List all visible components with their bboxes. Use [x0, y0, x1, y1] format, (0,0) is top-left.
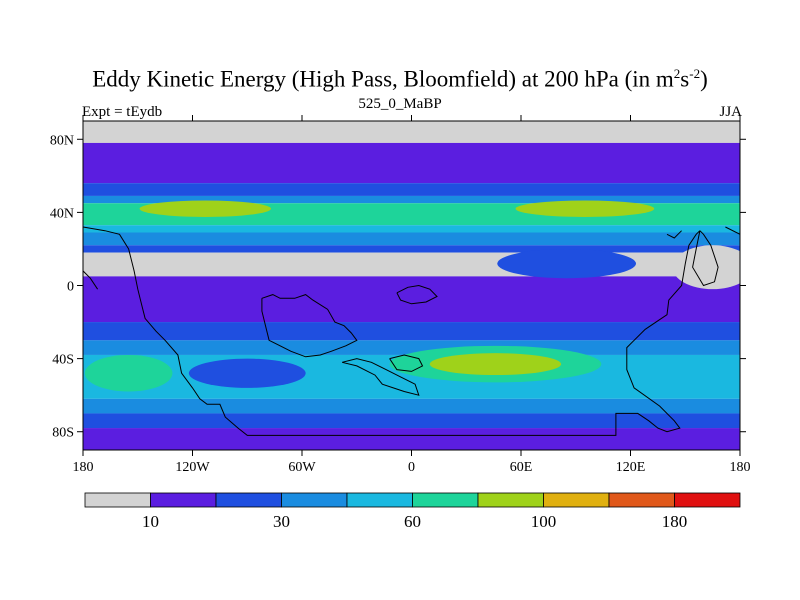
coastline-7 — [666, 230, 682, 239]
contour-band-0 — [83, 121, 740, 143]
colorbar-box-5 — [412, 492, 479, 508]
contour-band-2 — [83, 183, 740, 196]
x-tick-label-2: 60W — [288, 460, 316, 475]
coastline-3 — [396, 284, 438, 305]
coastline-6 — [725, 226, 740, 235]
contour-patch-1 — [515, 200, 655, 217]
contour-band-9 — [83, 276, 740, 323]
plot-title: Eddy Kinetic Energy (High Pass, Bloomfie… — [0, 66, 800, 93]
colorbar-label-2: 60 — [404, 512, 421, 531]
contour-band-3 — [83, 195, 740, 204]
contour-fill — [83, 121, 740, 450]
colorbar-box-3 — [281, 492, 348, 508]
colorbar-box-4 — [346, 492, 413, 508]
coastline-1 — [261, 294, 358, 358]
season-label: JJA — [719, 104, 742, 120]
x-tick-label-3: 0 — [408, 460, 415, 475]
coastline-2 — [341, 358, 420, 396]
colorbar-box-7 — [543, 492, 610, 508]
title-mid: s — [680, 66, 690, 92]
colorbar-label-1: 30 — [273, 512, 290, 531]
plot-subtitle: 525_0_MaBP — [358, 96, 442, 112]
colorbar-box-6 — [477, 492, 544, 508]
contour-patch-7 — [497, 248, 636, 279]
x-tick-label-5: 120E — [616, 460, 646, 475]
title-superscript-1: 2 — [673, 66, 681, 81]
colorbar-box-2 — [215, 492, 282, 508]
contour-band-13 — [83, 398, 740, 414]
colorbar-box-9 — [674, 492, 741, 508]
colorbar-box-1 — [150, 492, 217, 508]
contour-band-11 — [83, 340, 740, 355]
contour-band-8 — [83, 252, 740, 277]
contour-patch-5 — [84, 354, 173, 392]
contour-band-1 — [83, 142, 740, 184]
coastlines — [83, 226, 740, 436]
contour-band-14 — [83, 413, 740, 429]
contour-band-15 — [83, 428, 740, 450]
coastline-5 — [692, 230, 719, 287]
contour-patch-6 — [672, 245, 740, 290]
x-tick-label-4: 60E — [510, 460, 533, 475]
title-superscript-2: -2 — [689, 66, 701, 81]
colorbar: 10 30 60 100 180 — [84, 492, 741, 531]
y-tick-label-1: 40N — [50, 206, 74, 221]
title-main: Eddy Kinetic Energy (High Pass, Bloomfie… — [92, 66, 674, 92]
y-tick-label-2: 0 — [67, 280, 74, 295]
coastline-4 — [389, 354, 424, 372]
x-tick-label-1: 120W — [175, 460, 210, 475]
contour-patch-0 — [139, 200, 271, 217]
colorbar-label-4: 180 — [662, 512, 688, 531]
colorbar-box-0 — [84, 492, 151, 508]
colorbar-box-8 — [608, 492, 675, 508]
colorbar-label-0: 10 — [142, 512, 159, 531]
contour-patch-3 — [429, 353, 562, 376]
experiment-label: Expt = tEydb — [82, 104, 163, 120]
y-tick-label-4: 80S — [52, 426, 74, 441]
contour-band-5 — [83, 225, 740, 233]
axis-ticks: 180 120W 60W 0 60E 120E 180 80N 40N 0 40S 80S — [50, 115, 751, 475]
colorbar-label-3: 100 — [531, 512, 557, 531]
y-tick-label-3: 40S — [52, 353, 74, 368]
title-end: ) — [700, 66, 708, 92]
contour-patch-4 — [188, 358, 306, 388]
contour-band-7 — [83, 245, 740, 253]
contour-band-6 — [83, 232, 740, 246]
x-tick-label-0: 180 — [73, 460, 94, 475]
coastline-8 — [83, 270, 99, 290]
x-tick-label-6: 180 — [730, 460, 751, 475]
contour-band-10 — [83, 322, 740, 341]
coastline-0 — [83, 226, 701, 436]
y-tick-label-0: 80N — [50, 133, 74, 148]
